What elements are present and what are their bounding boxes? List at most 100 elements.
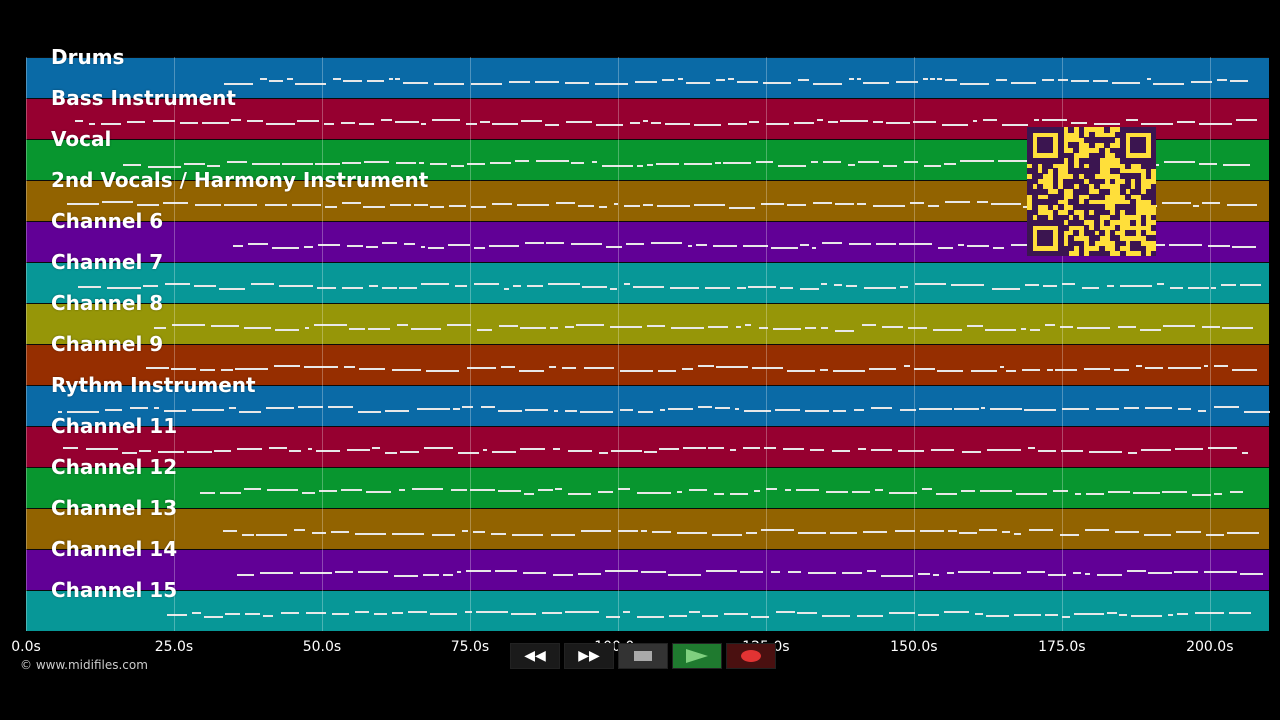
play-button[interactable] (672, 643, 722, 669)
note-bar (930, 77, 935, 80)
note-bar (1114, 368, 1129, 371)
note-bar (200, 491, 215, 494)
lane-7 (26, 303, 1269, 344)
note-bar (503, 288, 510, 291)
note-bar (960, 159, 994, 162)
note-bar (1082, 286, 1100, 289)
note-bar (912, 120, 937, 123)
note-bar (62, 446, 79, 449)
note-bar (765, 122, 790, 125)
note-bar (238, 411, 261, 414)
note-bar (269, 79, 284, 82)
note-bar (907, 327, 927, 330)
note-bar (363, 206, 385, 209)
note-bar (862, 81, 890, 84)
note-bar (936, 77, 943, 80)
note-bar (609, 288, 617, 291)
note-bar (959, 531, 978, 534)
note-bar (419, 161, 424, 164)
note-bar (708, 325, 729, 328)
note-bar (922, 487, 932, 490)
note-bar (1027, 571, 1045, 574)
note-bar (466, 162, 486, 165)
note-bar (746, 532, 758, 535)
note-bar (171, 368, 197, 371)
note-bar (684, 162, 712, 165)
record-button[interactable] (726, 643, 776, 669)
note-bar (752, 366, 784, 369)
note-bar (1027, 447, 1035, 450)
note-bar (858, 160, 879, 163)
note-bar (1001, 124, 1028, 126)
note-bar (491, 533, 506, 536)
note-bar (1198, 162, 1218, 165)
lane-label: Channel 7 (51, 250, 164, 274)
note-bar (712, 244, 737, 247)
gridline (173, 57, 175, 631)
note-bar (450, 489, 468, 492)
note-bar (935, 492, 957, 495)
note-bar (1194, 611, 1225, 614)
note-bar (764, 447, 777, 450)
note-bar (105, 409, 123, 412)
note-bar (123, 164, 142, 167)
note-bar (127, 121, 146, 124)
tick-label: 150.0s (890, 639, 938, 655)
note-bar (659, 409, 665, 412)
note-bar (695, 243, 707, 246)
note-bar (820, 283, 828, 286)
note-bar (1139, 329, 1162, 332)
note-bar (555, 202, 576, 205)
note-bar (1085, 528, 1109, 531)
qr-code-icon (1027, 127, 1157, 257)
fast-forward-button[interactable]: ▶▶ (564, 643, 614, 669)
note-bar (1085, 573, 1090, 576)
tick-label: 75.0s (450, 639, 490, 655)
note-bar (148, 165, 182, 168)
note-bar (730, 448, 736, 451)
note-bar (524, 241, 544, 244)
gridline (765, 57, 767, 631)
note-bar (1241, 451, 1249, 454)
note-bar (1177, 408, 1191, 411)
note-bar (566, 121, 593, 124)
stop-button[interactable] (618, 643, 668, 669)
note-bar (368, 327, 391, 330)
note-bar (247, 119, 263, 122)
note-bar (153, 407, 160, 410)
note-bar (317, 286, 336, 289)
note-bar (259, 78, 267, 81)
note-bar (812, 82, 843, 85)
note-bar (264, 203, 288, 206)
note-bar (571, 162, 585, 165)
note-bar (1120, 284, 1152, 287)
note-bar (471, 205, 487, 208)
note-bar (1108, 491, 1131, 494)
note-bar (595, 124, 624, 127)
note-bar (313, 323, 347, 326)
note-bar (538, 488, 553, 491)
note-bar (753, 490, 760, 493)
note-bar (1161, 201, 1191, 204)
note-bar (989, 408, 1022, 411)
note-bar (637, 410, 654, 413)
rewind-button[interactable]: ◀◀ (510, 643, 560, 669)
note-bar (1045, 324, 1055, 327)
note-bar (342, 161, 361, 164)
note-bar (319, 490, 337, 493)
note-bar (799, 243, 809, 246)
note-bar (636, 164, 643, 167)
note-bar (398, 286, 418, 289)
note-bar (1095, 407, 1120, 410)
note-bar (882, 326, 903, 329)
note-bar (740, 570, 764, 573)
note-bar (333, 78, 341, 81)
note-bar (779, 286, 794, 289)
note-bar (1015, 493, 1048, 496)
note-bar (875, 242, 896, 245)
note-bar (164, 283, 191, 286)
note-bar (1001, 531, 1011, 534)
note-bar (1061, 282, 1076, 285)
note-bar (1187, 286, 1210, 289)
copyright-text: © www.midifiles.com (20, 658, 148, 672)
